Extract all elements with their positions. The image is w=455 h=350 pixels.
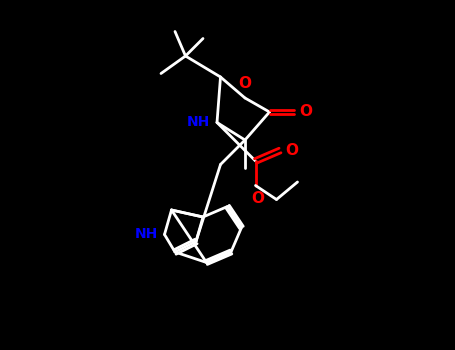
Text: NH: NH [187, 116, 210, 130]
Text: O: O [238, 76, 252, 91]
Text: O: O [299, 105, 312, 119]
Text: O: O [251, 191, 264, 206]
Text: O: O [285, 143, 298, 158]
Text: NH: NH [134, 228, 157, 241]
